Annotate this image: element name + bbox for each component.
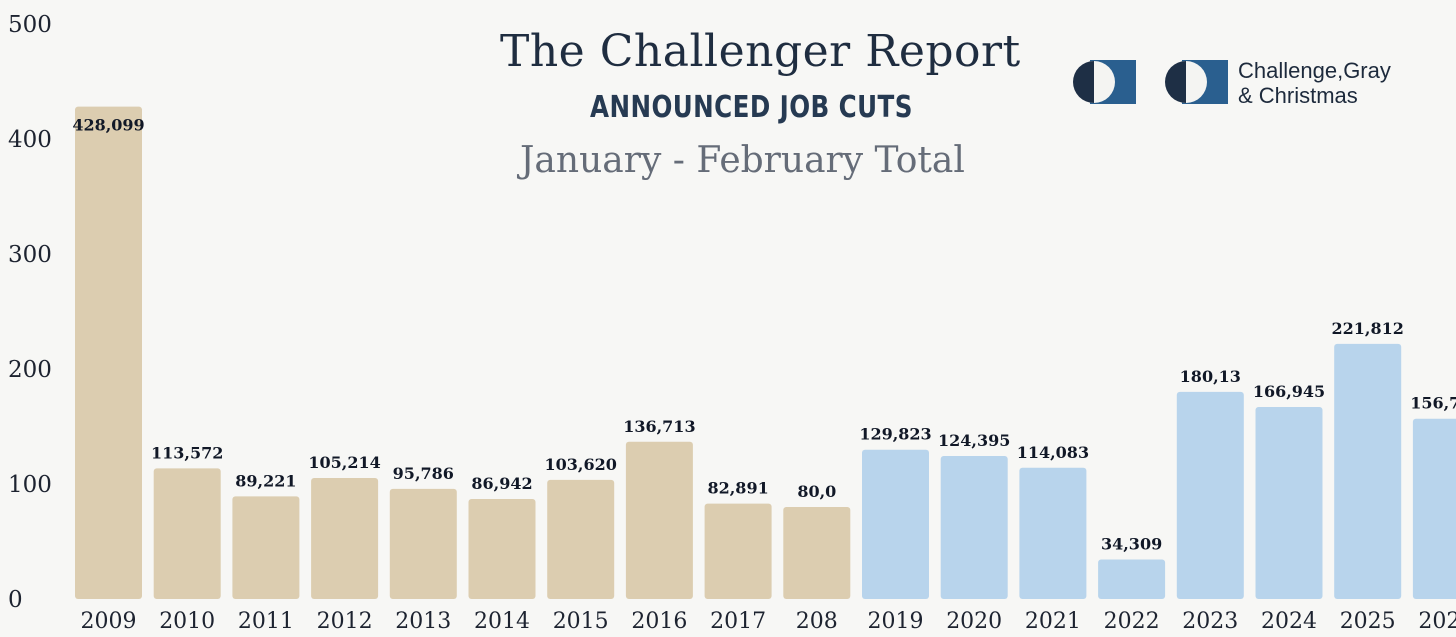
x-tick-label: 2024 [1261,609,1317,634]
data-label: 105,214 [308,453,380,472]
half-circle-logo-icon [1165,60,1228,104]
bar [1255,407,1323,599]
logo-line-2: & Christmas [1238,83,1358,108]
y-tick-label: 500 [8,12,52,38]
chart-subtitle: ANNOUNCED JOB CUTS [590,90,913,125]
x-tick-label: 2015 [553,609,609,634]
bar [1412,418,1456,599]
data-label: 180,13 [1180,367,1241,386]
bar [1176,391,1244,599]
data-label: 89,221 [235,471,296,490]
logo-line-1: Challenge,Gray [1238,58,1391,83]
chart-title: The Challenger Report [500,26,1021,77]
data-label: 80,0 [797,482,836,501]
bar [153,468,221,599]
bar [75,106,142,599]
data-label: 86,942 [471,474,532,493]
bar [704,503,772,599]
data-label: 156,742 [1410,394,1456,413]
x-tick-label: 2023 [1182,609,1238,634]
data-label: 114,083 [1017,443,1089,462]
y-tick-label: 200 [8,357,52,383]
bar [1098,559,1166,599]
x-tick-label: 2026 [1418,609,1456,634]
data-label: 129,823 [859,425,931,444]
data-label: 103,620 [545,455,617,474]
data-label: 34,309 [1101,535,1162,554]
y-tick-label: 300 [8,242,52,268]
data-label: 221,812 [1332,319,1404,338]
x-tick-label: 2010 [159,609,215,634]
data-label: 95,786 [393,464,454,483]
bar [940,455,1008,599]
bar [389,488,457,599]
data-label: 124,395 [938,431,1010,450]
x-tick-label: 2011 [238,609,294,634]
bar [1334,343,1402,599]
x-tick-label: 2020 [946,609,1002,634]
x-tick-label: 2019 [868,609,924,634]
x-tick-label: 2009 [81,609,137,634]
data-label: 428,099 [72,116,144,135]
x-tick-label: 2025 [1340,609,1396,634]
bar [783,507,851,599]
x-tick-label: 2022 [1104,609,1160,634]
half-circle-logo-icon [1073,60,1136,104]
x-tick-label: 2016 [631,609,687,634]
chart-caption: January - February Total [520,140,965,181]
x-tick-label: 2021 [1025,609,1081,634]
data-label: 113,572 [151,443,223,462]
y-tick-label: 400 [8,127,52,153]
company-logo-text: Challenge,Gray & Christmas [1238,58,1391,108]
bar [468,499,536,599]
bar [1019,467,1087,599]
bar [862,449,929,599]
x-tick-label: 2012 [317,609,373,634]
x-tick-label: 2014 [474,609,530,634]
x-tick-label: 2017 [710,609,766,634]
y-tick-label: 0 [8,587,23,613]
bar [547,479,615,599]
x-tick-label: 2013 [395,609,451,634]
bar [625,441,693,599]
bar [311,478,379,599]
bar [232,496,300,599]
y-tick-label: 100 [8,472,52,498]
data-label: 82,891 [707,479,768,498]
data-label: 166,945 [1253,382,1325,401]
x-tick-label: 208 [796,609,838,634]
data-label: 136,713 [623,417,695,436]
